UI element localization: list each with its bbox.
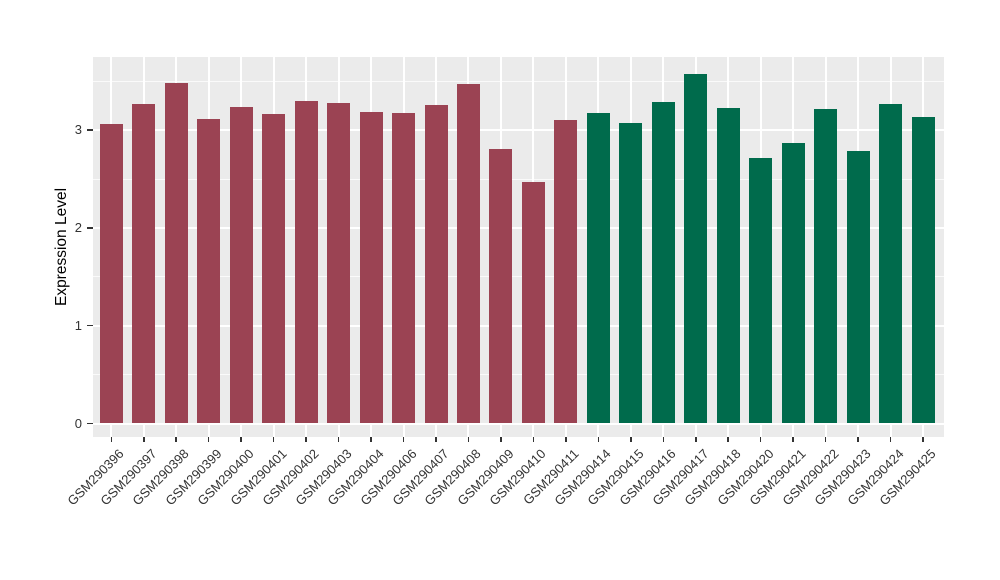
bar-GSM290420: [749, 158, 773, 424]
gridline-horizontal-major: [93, 422, 944, 425]
gridline-horizontal-major: [93, 226, 944, 229]
x-tick-mark: [824, 437, 827, 442]
x-tick-mark: [922, 437, 924, 442]
bar-GSM290423: [846, 150, 870, 424]
y-axis-title: Expression Level: [52, 57, 72, 437]
bar-GSM290410: [521, 181, 545, 424]
x-tick-mark: [305, 437, 307, 442]
y-tick-mark: [87, 227, 93, 229]
x-tick-mark: [759, 437, 762, 442]
x-tick-mark: [370, 437, 372, 442]
bar-GSM290398: [164, 83, 188, 424]
x-tick-mark: [110, 437, 113, 442]
bar-GSM290411: [554, 120, 578, 424]
bar-GSM290406: [392, 113, 416, 424]
bar-GSM290422: [814, 108, 838, 424]
bar-GSM290425: [911, 117, 935, 424]
x-tick-mark: [792, 437, 794, 442]
bar-GSM290401: [262, 114, 286, 424]
bar-GSM290424: [879, 103, 903, 424]
bar-GSM290416: [651, 101, 675, 424]
bar-GSM290415: [619, 123, 643, 424]
bar-GSM290407: [424, 104, 448, 424]
bar-GSM290399: [197, 119, 221, 424]
x-tick-mark: [532, 437, 535, 442]
x-tick-mark: [662, 437, 665, 442]
y-tick-label: 2: [74, 219, 82, 235]
plot-panel: [93, 57, 944, 437]
x-tick-mark: [143, 437, 145, 442]
x-tick-mark: [207, 437, 210, 442]
x-tick-mark: [435, 437, 437, 442]
bar-GSM290417: [684, 74, 708, 424]
x-tick-mark: [175, 437, 177, 442]
x-tick-mark: [889, 437, 892, 442]
x-tick-mark: [565, 437, 567, 442]
x-tick-mark: [402, 437, 405, 442]
bar-GSM290400: [229, 106, 253, 424]
x-tick-mark: [500, 437, 502, 442]
bar-GSM290396: [99, 124, 123, 424]
y-tick-mark: [87, 324, 93, 327]
bar-GSM290404: [359, 112, 383, 424]
x-tick-mark: [695, 437, 697, 442]
bar-GSM290408: [456, 84, 480, 424]
gridline-horizontal-minor: [93, 276, 944, 278]
bar-GSM290402: [294, 100, 318, 424]
x-tick-mark: [630, 437, 632, 442]
gridline-horizontal-minor: [93, 374, 944, 376]
x-tick-mark: [272, 437, 275, 442]
x-tick-mark: [337, 437, 340, 442]
gridline-horizontal-major: [93, 324, 944, 327]
x-tick-mark: [727, 437, 729, 442]
bar-GSM290403: [327, 102, 351, 424]
y-tick-label: 1: [74, 317, 82, 333]
bar-GSM290418: [716, 107, 740, 424]
gridline-horizontal-minor: [93, 178, 944, 180]
y-tick-label: 3: [74, 122, 82, 138]
gridline-horizontal-minor: [93, 80, 944, 82]
y-tick-label: 0: [74, 415, 82, 431]
x-tick-mark: [240, 437, 242, 442]
x-tick-mark: [857, 437, 859, 442]
bar-GSM290421: [781, 142, 805, 424]
bar-GSM290397: [132, 103, 156, 424]
x-tick-mark: [467, 437, 470, 442]
bar-GSM290414: [586, 113, 610, 424]
y-tick-mark: [87, 422, 93, 425]
y-tick-mark: [87, 129, 93, 131]
x-tick-mark: [597, 437, 600, 442]
bar-GSM290409: [489, 148, 513, 424]
gridline-horizontal-major: [93, 129, 944, 132]
y-axis-title-text: Expression Level: [53, 187, 71, 307]
